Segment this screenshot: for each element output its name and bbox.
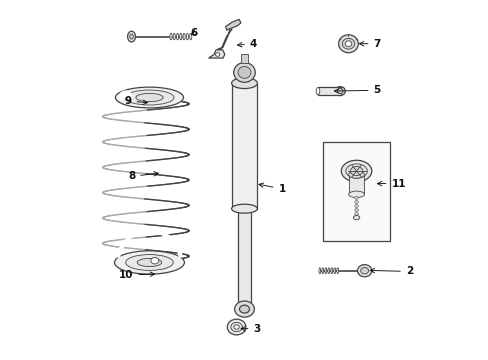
Ellipse shape bbox=[234, 301, 254, 317]
Ellipse shape bbox=[186, 33, 188, 40]
Ellipse shape bbox=[151, 257, 159, 264]
Ellipse shape bbox=[342, 39, 354, 49]
Ellipse shape bbox=[114, 251, 184, 274]
Ellipse shape bbox=[345, 41, 351, 46]
Text: 2: 2 bbox=[369, 266, 412, 276]
Ellipse shape bbox=[327, 268, 329, 274]
Ellipse shape bbox=[239, 305, 249, 313]
Ellipse shape bbox=[341, 160, 371, 182]
Ellipse shape bbox=[335, 87, 345, 95]
Bar bbox=[231, 83, 257, 209]
Ellipse shape bbox=[345, 164, 366, 178]
Text: 7: 7 bbox=[359, 39, 380, 49]
Text: 9: 9 bbox=[124, 96, 147, 106]
Ellipse shape bbox=[183, 33, 185, 40]
Text: 10: 10 bbox=[119, 270, 154, 280]
Ellipse shape bbox=[348, 171, 364, 178]
Bar bbox=[237, 209, 251, 304]
Ellipse shape bbox=[233, 325, 239, 329]
Ellipse shape bbox=[336, 268, 338, 274]
Text: 6: 6 bbox=[190, 28, 198, 38]
Ellipse shape bbox=[176, 33, 178, 40]
Ellipse shape bbox=[238, 67, 250, 78]
Ellipse shape bbox=[215, 53, 219, 56]
Text: 3: 3 bbox=[241, 324, 260, 334]
Ellipse shape bbox=[354, 204, 358, 207]
Ellipse shape bbox=[324, 268, 326, 274]
Ellipse shape bbox=[136, 93, 163, 102]
Text: 5: 5 bbox=[334, 85, 380, 95]
Ellipse shape bbox=[125, 255, 173, 270]
Ellipse shape bbox=[318, 268, 320, 274]
Ellipse shape bbox=[227, 319, 245, 335]
Ellipse shape bbox=[180, 33, 182, 40]
Polygon shape bbox=[225, 19, 241, 30]
Ellipse shape bbox=[321, 268, 323, 274]
Ellipse shape bbox=[169, 33, 172, 40]
Bar bbox=[348, 175, 364, 194]
Ellipse shape bbox=[354, 201, 358, 203]
Ellipse shape bbox=[354, 197, 358, 199]
Ellipse shape bbox=[129, 34, 133, 39]
Ellipse shape bbox=[231, 78, 257, 89]
Ellipse shape bbox=[233, 63, 255, 82]
Bar bbox=[241, 54, 247, 63]
Text: 4: 4 bbox=[237, 39, 257, 49]
Ellipse shape bbox=[353, 216, 359, 220]
Ellipse shape bbox=[231, 204, 257, 213]
Ellipse shape bbox=[124, 90, 174, 105]
Wedge shape bbox=[118, 273, 180, 296]
Polygon shape bbox=[208, 49, 224, 58]
Ellipse shape bbox=[127, 31, 135, 42]
Polygon shape bbox=[217, 28, 231, 50]
Ellipse shape bbox=[330, 268, 332, 274]
Text: 8: 8 bbox=[128, 171, 158, 181]
Ellipse shape bbox=[137, 258, 162, 266]
Ellipse shape bbox=[338, 35, 358, 53]
Ellipse shape bbox=[349, 167, 362, 176]
Ellipse shape bbox=[189, 33, 191, 40]
Ellipse shape bbox=[230, 322, 242, 332]
Ellipse shape bbox=[360, 267, 368, 274]
Wedge shape bbox=[117, 229, 182, 257]
Ellipse shape bbox=[337, 89, 343, 94]
Bar bbox=[323, 142, 389, 241]
Bar bbox=[317, 87, 340, 95]
Ellipse shape bbox=[348, 191, 364, 198]
Text: 11: 11 bbox=[377, 179, 405, 189]
Ellipse shape bbox=[354, 213, 358, 216]
Ellipse shape bbox=[115, 87, 183, 108]
Ellipse shape bbox=[357, 265, 371, 277]
Ellipse shape bbox=[173, 33, 175, 40]
Ellipse shape bbox=[316, 87, 319, 95]
Wedge shape bbox=[119, 91, 132, 100]
Ellipse shape bbox=[333, 268, 335, 274]
Ellipse shape bbox=[354, 208, 358, 211]
Text: 1: 1 bbox=[259, 183, 285, 194]
